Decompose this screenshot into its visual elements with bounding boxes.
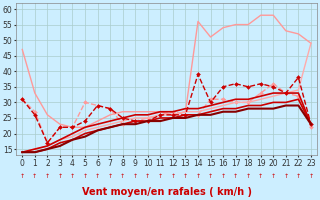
X-axis label: Vent moyen/en rafales ( km/h ): Vent moyen/en rafales ( km/h )	[82, 187, 252, 197]
